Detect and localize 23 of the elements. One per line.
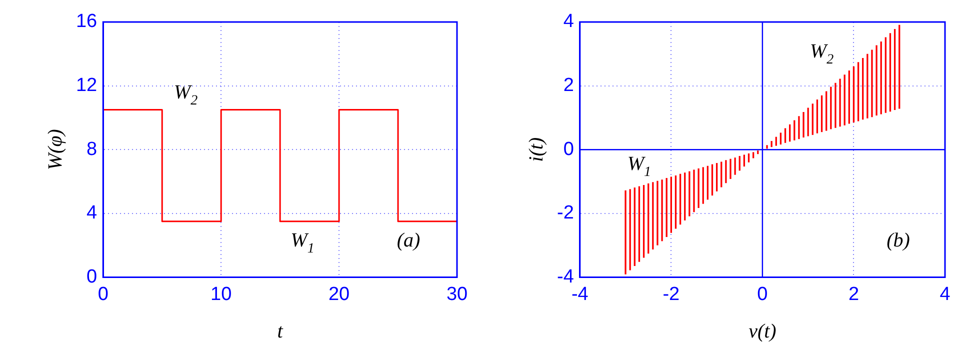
x-axis-title: t (277, 320, 284, 342)
x-tick-label: 20 (328, 284, 350, 305)
x-axis-title: v(t) (748, 320, 777, 342)
x-tick-label: 30 (446, 284, 468, 305)
x-tick-label: 10 (210, 284, 232, 305)
y-tick-label: -2 (556, 202, 574, 224)
y-tick-label: 0 (563, 138, 574, 160)
y-tick-label: 12 (76, 75, 98, 96)
x-tick-label: 2 (848, 284, 860, 305)
y-tick-label: 2 (563, 75, 574, 96)
y-tick-label: -4 (556, 266, 574, 288)
x-tick-label: -2 (662, 284, 680, 305)
y-tick-label: 4 (563, 11, 574, 32)
y-axis-title: W(φ) (44, 128, 66, 170)
y-tick-label: 8 (86, 138, 98, 160)
x-tick-label: 0 (757, 284, 768, 305)
annotation: (a) (396, 230, 421, 252)
y-axis-title: i(t) (525, 137, 548, 162)
y-tick-label: 4 (86, 202, 98, 224)
annotation: (b) (886, 230, 910, 252)
x-tick-label: 4 (940, 284, 951, 305)
y-tick-label: 0 (86, 266, 98, 288)
y-tick-label: 16 (76, 11, 98, 32)
